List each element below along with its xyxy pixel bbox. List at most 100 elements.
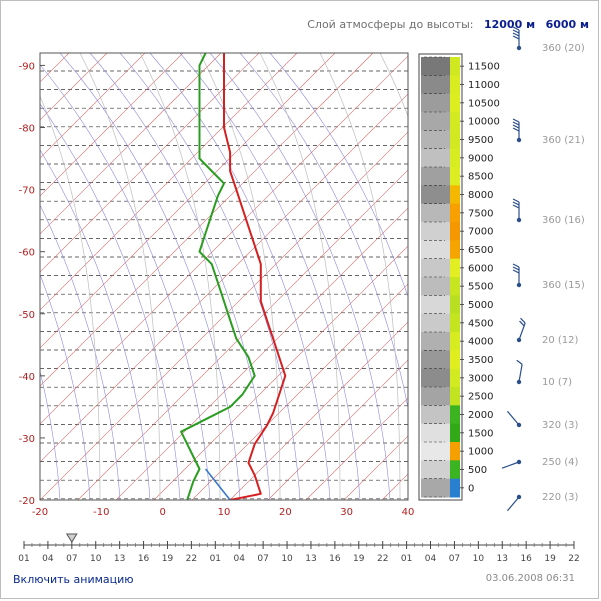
timeline-label: 22 — [568, 554, 579, 564]
colorbar-gray-segment — [421, 93, 450, 113]
colorbar-label: 8500 — [468, 172, 493, 183]
colorbar-label: 1500 — [468, 428, 493, 439]
wind-barb — [506, 496, 520, 512]
timeline-label: 13 — [497, 554, 508, 564]
moist-adiabat-curve — [199, 53, 281, 500]
colorbar-gray-segment — [421, 350, 450, 370]
colorbar-label: 7500 — [468, 208, 493, 219]
isotherm-line — [40, 53, 374, 387]
isotherm-line — [40, 53, 298, 311]
dry-adiabat-curve — [40, 64, 211, 500]
isotherm-line — [229, 321, 408, 500]
y-tick-label: -90 — [19, 61, 35, 72]
wind-label: 20 (12) — [542, 335, 579, 346]
timeline-label: 22 — [186, 554, 197, 564]
altitude-6000-option[interactable]: 6000 м — [545, 18, 589, 31]
colorbar-label: 4000 — [468, 337, 493, 348]
wind-barb-feather — [512, 118, 520, 123]
colorbar-color-segment — [450, 258, 460, 278]
colorbar-label: 7000 — [468, 227, 493, 238]
colorbar-color-segment — [450, 93, 460, 113]
timeline-label: 01 — [401, 554, 412, 564]
wind-barb — [506, 410, 520, 426]
wind-station-dot — [516, 459, 522, 465]
colorbar-gray-segment — [421, 387, 450, 406]
moist-adiabat-curve — [319, 53, 401, 500]
colorbar-gray-segment — [421, 148, 450, 168]
colorbar-label: 0 — [468, 483, 474, 494]
isotherm-line — [40, 55, 408, 425]
colorbar-label: 1000 — [468, 447, 493, 458]
colorbar-gray-segment — [421, 75, 450, 95]
wind-barb — [501, 461, 520, 469]
wind-barb-feather — [512, 127, 520, 132]
wind-barb-feather — [512, 263, 520, 268]
wind-label: 250 (4) — [542, 457, 579, 468]
colorbar-label: 500 — [468, 465, 487, 476]
wind-label: 10 (7) — [542, 377, 572, 388]
y-tick-label: -70 — [19, 186, 35, 197]
isotherm-line — [40, 53, 184, 197]
colorbar-gray-segment — [421, 295, 450, 315]
dry-adiabat-curve — [209, 53, 391, 500]
colorbar-label: 3500 — [468, 355, 493, 366]
colorbar-gray-segment — [421, 423, 450, 443]
colorbar-color-segment — [450, 57, 460, 76]
wind-label: 360 (15) — [542, 280, 585, 291]
wind-barb-staff — [501, 461, 520, 469]
colorbar-gray-segment — [421, 185, 450, 205]
timeline-label: 22 — [377, 554, 388, 564]
colorbar-label: 3000 — [468, 373, 493, 384]
timeline-position-marker[interactable] — [65, 533, 78, 543]
wind-barb — [512, 26, 520, 48]
timeline-label: 04 — [425, 554, 437, 564]
wind-barb-feather — [512, 32, 520, 37]
wind-barb-feather — [512, 204, 520, 209]
wind-station-dot — [516, 422, 522, 428]
colorbar-gray-segment — [421, 460, 450, 480]
moist-adiabat-curve — [259, 53, 341, 500]
wind-barb-feather — [512, 266, 520, 271]
wind-barb-staff — [518, 364, 523, 383]
colorbar-label: 11500 — [468, 62, 500, 73]
colorbar-color-segment — [450, 442, 460, 461]
colorbar-gray-segment — [421, 277, 450, 296]
colorbar-gray-segment — [421, 203, 450, 223]
altitude-12000-option[interactable]: 12000 м — [483, 18, 536, 31]
wind-station-dot — [516, 217, 522, 223]
timeline-label: 19 — [353, 554, 365, 564]
wind-station-dot — [516, 379, 522, 385]
parcel-path-line — [204, 468, 231, 500]
y-tick-label: -40 — [19, 372, 35, 383]
timeline-label: 07 — [257, 554, 268, 564]
wind-barb-feather — [512, 201, 520, 206]
timeline-label: 01 — [210, 554, 221, 564]
wind-station-dot — [516, 45, 522, 51]
colorbar-color-segment — [450, 222, 460, 241]
colorbar-gray-segment — [421, 167, 450, 186]
dry-adiabat-curve — [89, 53, 271, 500]
dry-adiabat-curve — [179, 53, 361, 500]
colorbar-gray-segment — [421, 112, 450, 131]
colorbar-color-segment — [450, 460, 460, 480]
wind-label: 320 (3) — [542, 420, 579, 431]
colorbar-gray-segment — [421, 57, 450, 76]
altitude-label: Слой атмосферы до высоты: — [307, 18, 474, 31]
colorbar-color-segment — [450, 148, 460, 168]
isotherm-line — [40, 53, 260, 273]
wind-barb-staff — [506, 496, 520, 512]
timeline-label: 16 — [520, 554, 532, 564]
colorbar-gray-segment — [421, 130, 450, 150]
x-tick-label: 10 — [218, 507, 231, 518]
colorbar-gray-segment — [421, 442, 450, 461]
dewpoint-profile-line — [180, 53, 256, 500]
timeline-label: 04 — [42, 554, 54, 564]
enable-animation-link[interactable]: Включить анимацию — [13, 573, 134, 586]
colorbar-color-segment — [450, 112, 460, 131]
moist-adiabat-curve — [79, 53, 161, 500]
colorbar-gray-segment — [421, 405, 450, 425]
wind-barb — [518, 317, 526, 341]
wind-barb — [512, 263, 520, 285]
wind-barb-feather — [512, 198, 520, 203]
